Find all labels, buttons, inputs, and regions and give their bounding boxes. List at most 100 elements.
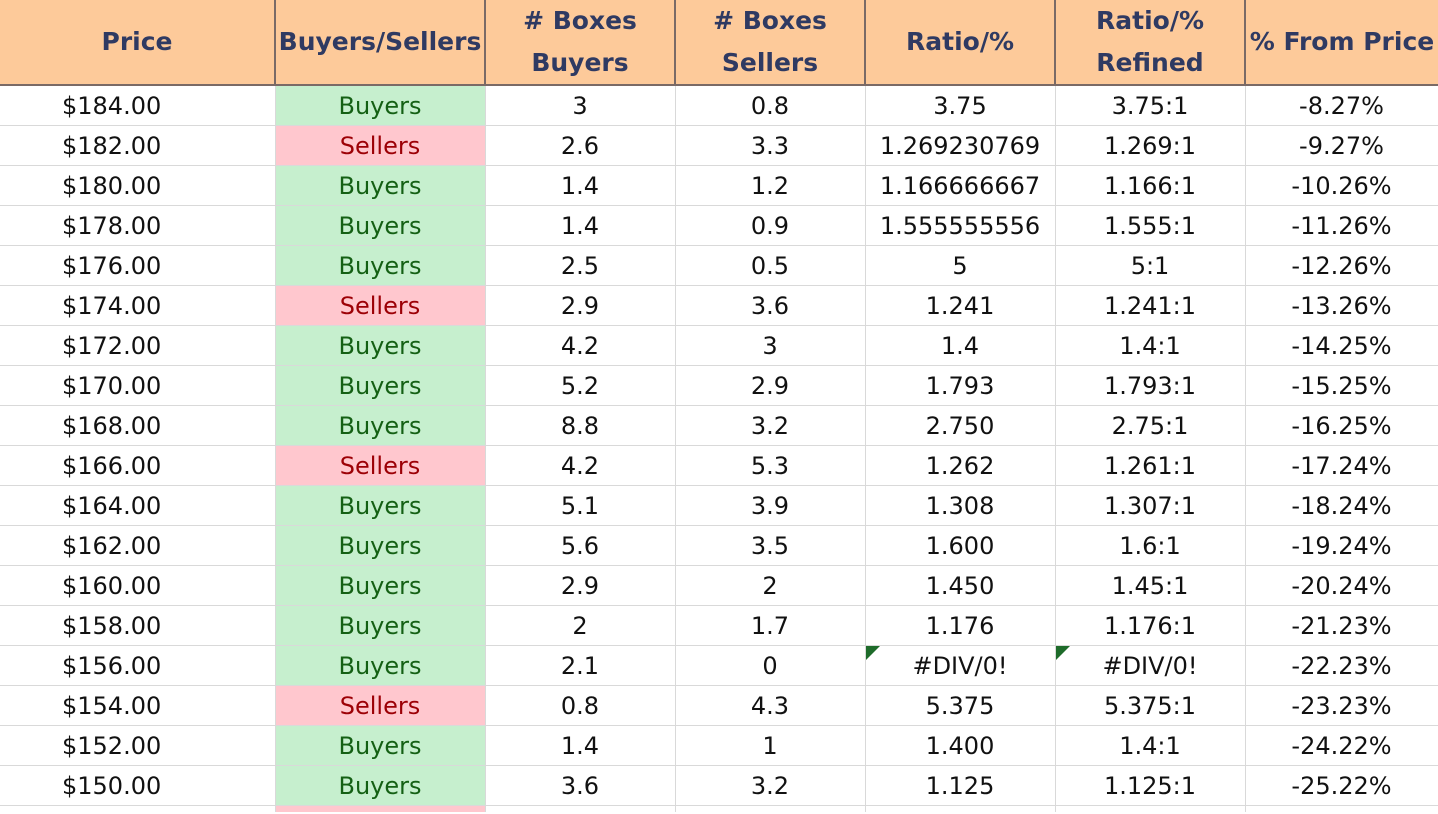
ratio-cell[interactable]: 1.400 — [865, 725, 1056, 766]
boxes-buyers-cell[interactable]: 5.6 — [485, 525, 676, 566]
ratio-refined-cell[interactable]: 1.166:1 — [1055, 165, 1246, 206]
ratio-refined-cell[interactable]: 1.307:1 — [1055, 485, 1246, 526]
side-cell[interactable]: Sellers — [275, 125, 486, 166]
ratio-cell[interactable]: 1.262 — [865, 445, 1056, 486]
header-boxes-buyers[interactable]: # Boxes Buyers — [485, 0, 676, 86]
from-price-cell[interactable]: -14.25% — [1245, 325, 1438, 366]
boxes-buyers-cell[interactable]: 2.9 — [485, 285, 676, 326]
ratio-refined-cell[interactable]: 1.125:1 — [1055, 765, 1246, 806]
boxes-sellers-cell[interactable]: 3 — [675, 325, 866, 366]
price-cell[interactable]: $160.00 — [0, 565, 276, 606]
ratio-cell[interactable]: 5 — [865, 245, 1056, 286]
side-cell[interactable]: Buyers — [275, 485, 486, 526]
boxes-sellers-cell[interactable]: 4.3 — [675, 685, 866, 726]
boxes-sellers-cell[interactable]: 1.7 — [675, 605, 866, 646]
header-ratio-refined[interactable]: Ratio/% Refined — [1055, 0, 1246, 86]
boxes-sellers-cell[interactable]: 3.2 — [675, 405, 866, 446]
header-price[interactable]: Price — [0, 0, 276, 86]
ratio-refined-cell[interactable]: 1.241:1 — [1055, 285, 1246, 326]
ratio-refined-cell[interactable]: 1.45:1 — [1055, 565, 1246, 606]
boxes-sellers-cell[interactable]: 1.2 — [675, 165, 866, 206]
from-price-cell[interactable]: -12.26% — [1245, 245, 1438, 286]
ratio-refined-cell[interactable]: 1.4:1 — [1055, 725, 1246, 766]
ratio-cell[interactable]: 1.269230769 — [865, 125, 1056, 166]
side-cell[interactable]: Buyers — [275, 325, 486, 366]
from-price-cell[interactable]: -8.27% — [1245, 85, 1438, 126]
boxes-sellers-cell[interactable]: 3.9 — [675, 485, 866, 526]
ratio-cell[interactable]: 1.793 — [865, 365, 1056, 406]
ratio-refined-cell[interactable]: 3.75:1 — [1055, 85, 1246, 126]
side-cell[interactable]: Sellers — [275, 685, 486, 726]
boxes-buyers-cell[interactable]: 4.2 — [485, 325, 676, 366]
ratio-cell[interactable]: 1.241 — [865, 285, 1056, 326]
side-cell[interactable]: Buyers — [275, 765, 486, 806]
boxes-buyers-cell[interactable]: 5.2 — [485, 365, 676, 406]
price-cell[interactable]: $166.00 — [0, 445, 276, 486]
header-buyers-sellers[interactable]: Buyers/Sellers — [275, 0, 486, 86]
price-cell[interactable]: $172.00 — [0, 325, 276, 366]
boxes-sellers-cell[interactable]: 3.6 — [675, 285, 866, 326]
ratio-refined-cell[interactable]: 1.555:1 — [1055, 205, 1246, 246]
ratio-refined-cell[interactable]: 1.261:1 — [1055, 445, 1246, 486]
boxes-buyers-cell[interactable]: 2.5 — [485, 245, 676, 286]
header-from-price[interactable]: % From Price — [1245, 0, 1438, 86]
boxes-buyers-cell[interactable]: 3 — [485, 85, 676, 126]
from-price-cell[interactable]: -20.24% — [1245, 565, 1438, 606]
side-cell[interactable]: Buyers — [275, 645, 486, 686]
ratio-cell[interactable]: 2.750 — [865, 405, 1056, 446]
price-cell[interactable]: $168.00 — [0, 405, 276, 446]
ratio-refined-cell[interactable]: #DIV/0! — [1055, 645, 1246, 686]
from-price-cell[interactable]: -23.23% — [1245, 685, 1438, 726]
from-price-cell[interactable]: -17.24% — [1245, 445, 1438, 486]
price-cell[interactable]: $184.00 — [0, 85, 276, 126]
boxes-buyers-cell[interactable]: 2.9 — [485, 565, 676, 606]
boxes-buyers-cell[interactable]: 8.8 — [485, 405, 676, 446]
side-cell[interactable]: Buyers — [275, 85, 486, 126]
price-cell[interactable]: $154.00 — [0, 685, 276, 726]
side-cell[interactable]: Buyers — [275, 565, 486, 606]
boxes-sellers-cell[interactable]: 0.5 — [675, 245, 866, 286]
price-cell[interactable]: $182.00 — [0, 125, 276, 166]
boxes-sellers-cell[interactable]: 2 — [675, 565, 866, 606]
ratio-cell[interactable]: 1.176 — [865, 605, 1056, 646]
boxes-buyers-cell[interactable]: 1.4 — [485, 165, 676, 206]
from-price-cell[interactable]: -15.25% — [1245, 365, 1438, 406]
ratio-cell[interactable]: 1.600 — [865, 525, 1056, 566]
boxes-buyers-cell[interactable]: 5.1 — [485, 485, 676, 526]
boxes-buyers-cell[interactable]: 4.2 — [485, 445, 676, 486]
boxes-sellers-cell[interactable]: 1 — [675, 725, 866, 766]
boxes-buyers-cell[interactable]: 2.6 — [485, 125, 676, 166]
price-cell[interactable]: $170.00 — [0, 365, 276, 406]
side-cell[interactable]: Buyers — [275, 245, 486, 286]
boxes-buyers-cell[interactable]: 2 — [485, 605, 676, 646]
boxes-sellers-cell[interactable]: 5.3 — [675, 445, 866, 486]
side-cell[interactable]: Buyers — [275, 165, 486, 206]
error-indicator-icon[interactable] — [1055, 646, 1070, 660]
from-price-cell[interactable]: -16.25% — [1245, 405, 1438, 446]
price-cell[interactable]: $174.00 — [0, 285, 276, 326]
ratio-cell[interactable]: 1.450 — [865, 565, 1056, 606]
from-price-cell[interactable]: -24.22% — [1245, 725, 1438, 766]
side-cell[interactable]: Buyers — [275, 205, 486, 246]
price-cell[interactable]: $176.00 — [0, 245, 276, 286]
ratio-cell[interactable]: 3.75 — [865, 85, 1056, 126]
from-price-cell[interactable]: -10.26% — [1245, 165, 1438, 206]
ratio-refined-cell[interactable]: 5:1 — [1055, 245, 1246, 286]
ratio-cell[interactable]: #DIV/0! — [865, 645, 1056, 686]
ratio-cell[interactable]: 1.4 — [865, 325, 1056, 366]
ratio-refined-cell[interactable]: 1.793:1 — [1055, 365, 1246, 406]
boxes-buyers-cell[interactable]: 2.1 — [485, 645, 676, 686]
side-cell[interactable]: Sellers — [275, 285, 486, 326]
boxes-sellers-cell[interactable]: 2.9 — [675, 365, 866, 406]
side-cell[interactable]: Buyers — [275, 365, 486, 406]
error-indicator-icon[interactable] — [865, 646, 880, 660]
boxes-buyers-cell[interactable]: 1.4 — [485, 725, 676, 766]
price-cell[interactable]: $150.00 — [0, 765, 276, 806]
side-cell[interactable]: Buyers — [275, 405, 486, 446]
ratio-refined-cell[interactable]: 5.375:1 — [1055, 685, 1246, 726]
side-cell[interactable]: Buyers — [275, 525, 486, 566]
price-cell[interactable]: $156.00 — [0, 645, 276, 686]
from-price-cell[interactable]: -25.22% — [1245, 765, 1438, 806]
from-price-cell[interactable]: -11.26% — [1245, 205, 1438, 246]
ratio-cell[interactable]: 1.166666667 — [865, 165, 1056, 206]
